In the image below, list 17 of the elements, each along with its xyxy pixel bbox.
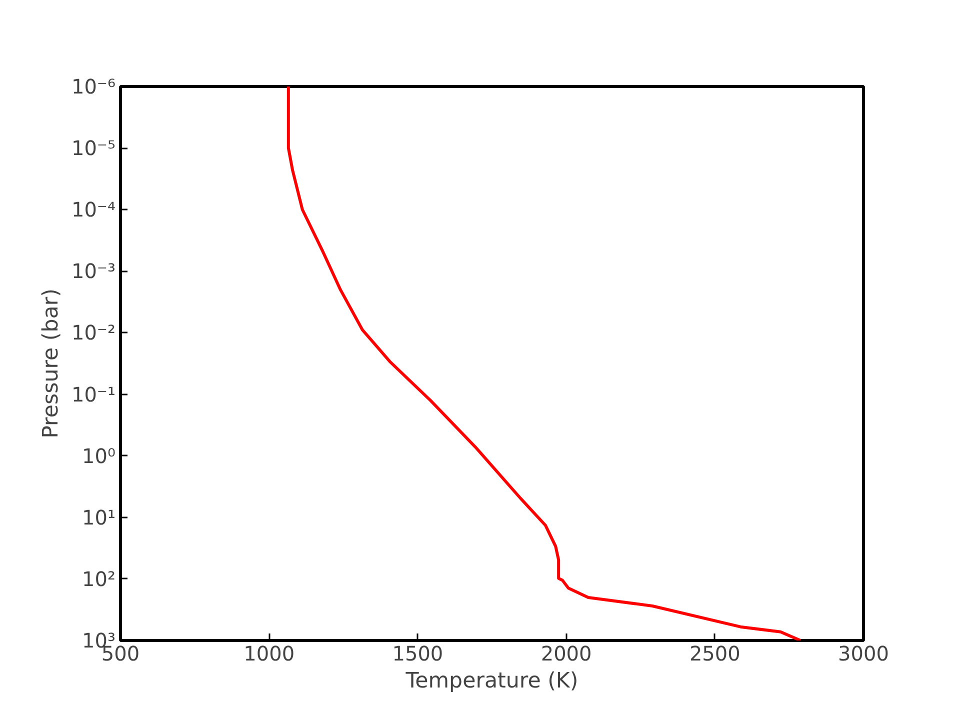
x-axis-title: Temperature (K)	[404, 668, 578, 694]
y-tick-label: 10¹	[82, 505, 116, 530]
x-tick-label: 3000	[838, 642, 889, 666]
x-tick-label: 1500	[392, 642, 444, 666]
y-tick-label: 10⁻⁴	[71, 198, 116, 222]
x-tick-label: 2500	[689, 642, 740, 666]
x-tick-label: 2000	[540, 642, 592, 666]
y-tick-label: 10⁻¹	[71, 382, 116, 406]
y-axis-title: Pressure (bar)	[38, 288, 64, 438]
line-series	[286, 86, 802, 640]
y-tick-label: 10⁰	[82, 444, 116, 468]
x-tick-label: 1000	[244, 642, 295, 666]
y-tick-label: 10²	[82, 566, 116, 591]
y-tick-label: 10⁻⁶	[71, 74, 116, 98]
y-tick-label: 10⁻²	[71, 320, 116, 345]
y-tick-label: 10⁻³	[71, 259, 116, 284]
y-tick-label: 10⁻⁵	[71, 136, 116, 160]
